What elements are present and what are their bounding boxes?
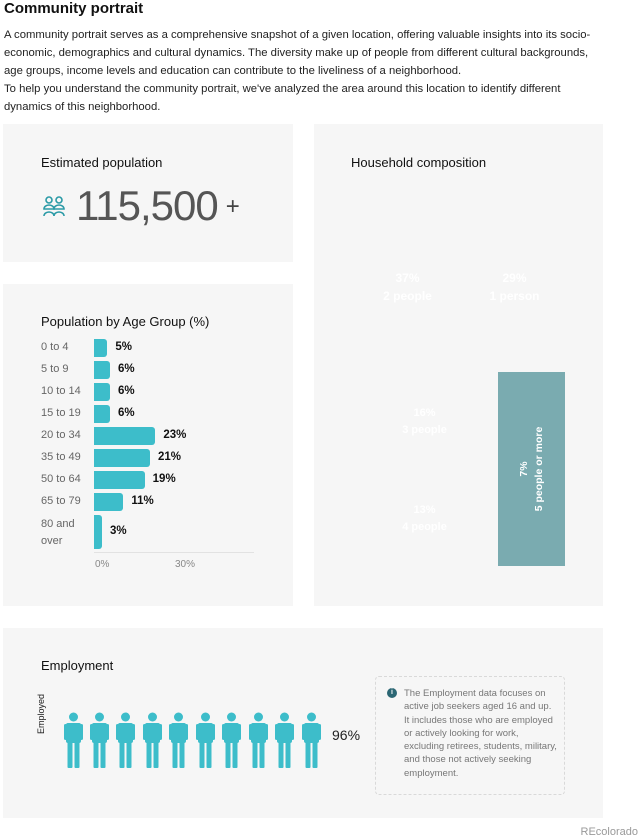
age-group-bar — [94, 427, 156, 445]
age-group-bar — [94, 339, 108, 357]
age-group-label: 80 and over — [41, 518, 75, 547]
intro-text: A community portrait serves as a compreh… — [4, 26, 604, 116]
segment-label: 3 people — [402, 423, 447, 436]
age-tick-30: 30% — [175, 559, 196, 570]
person-icon — [90, 712, 109, 768]
age-tick-0: 0% — [95, 559, 110, 570]
population-row: 115,500 + — [42, 182, 240, 230]
population-suffix: + — [225, 193, 240, 220]
person-icon — [143, 712, 162, 768]
age-group-bar — [94, 493, 124, 511]
segment-text: 7% 5 people or more — [517, 427, 547, 512]
age-group-bar — [94, 449, 150, 467]
employment-title: Employment — [41, 658, 114, 673]
age-group-value: 6% — [118, 385, 135, 397]
segment-label: 4 people — [402, 520, 447, 533]
employment-info-box: i The Employment data focuses on active … — [375, 676, 565, 795]
age-group-value: 3% — [110, 525, 127, 537]
age-group-label: 65 to 79 — [41, 495, 81, 507]
age-group-bar — [94, 361, 110, 379]
household-segment-5-plus: 7% 5 people or more — [498, 372, 565, 566]
age-group-value: 23% — [163, 429, 187, 441]
household-title: Household composition — [351, 155, 487, 170]
age-group-value: 6% — [118, 363, 135, 375]
age-group-value: 19% — [152, 473, 176, 485]
age-group-label: 35 to 49 — [41, 451, 81, 463]
population-card — [3, 124, 293, 262]
household-segment-3-people: 16% 3 people — [351, 372, 498, 471]
age-group-label: 10 to 14 — [41, 385, 81, 397]
age-group-bar — [94, 471, 145, 489]
household-segment-1-person: 29% 1 person — [464, 201, 565, 372]
age-group-bar — [94, 515, 102, 549]
age-group-value: 21% — [158, 451, 182, 463]
age-group-label: 20 to 34 — [41, 429, 81, 441]
population-title: Estimated population — [41, 155, 163, 170]
segment-pct: 13% — [413, 503, 436, 516]
age-chart-axis — [94, 552, 254, 553]
segment-pct: 7% — [517, 461, 530, 477]
age-group-bar — [94, 405, 110, 423]
household-segment-4-people: 13% 4 people — [351, 471, 498, 566]
age-group-value: 6% — [118, 407, 135, 419]
age-group-label: 5 to 9 — [41, 363, 69, 375]
age-group-label: 0 to 4 — [41, 341, 69, 353]
person-icon — [64, 712, 83, 768]
person-icon — [222, 712, 241, 768]
intro-paragraph-1: A community portrait serves as a compreh… — [4, 29, 591, 77]
employed-axis-label: Employed — [36, 693, 46, 734]
page-title: Community portrait — [4, 0, 144, 17]
person-icon — [116, 712, 135, 768]
segment-label: 2 people — [383, 288, 432, 303]
person-icon — [249, 712, 268, 768]
age-chart-card — [3, 284, 293, 606]
person-icon — [169, 712, 188, 768]
segment-label: 1 person — [489, 288, 540, 303]
age-chart-title: Population by Age Group (%) — [41, 314, 210, 329]
age-group-label: 50 to 64 — [41, 473, 81, 485]
employment-value: 96% — [332, 727, 361, 743]
intro-paragraph-2: To help you understand the community por… — [4, 83, 561, 113]
info-icon: i — [387, 688, 397, 698]
watermark: REcolorado — [580, 826, 638, 838]
segment-pct: 37% — [395, 270, 420, 285]
age-group-label: 15 to 19 — [41, 407, 81, 419]
age-group-value: 5% — [115, 341, 132, 353]
segment-pct: 29% — [502, 270, 527, 285]
segment-label: 5 people or more — [532, 426, 545, 512]
person-icon — [196, 712, 215, 768]
population-value: 115,500 — [76, 182, 219, 229]
household-segment-2-people: 37% 2 people — [351, 201, 464, 372]
person-icon — [302, 712, 321, 768]
age-group-value: 11% — [131, 495, 154, 507]
person-icon — [275, 712, 294, 768]
segment-pct: 16% — [413, 406, 436, 419]
age-group-bar — [94, 383, 110, 401]
people-group-icon — [43, 196, 65, 217]
employment-info-text: The Employment data focuses on active jo… — [404, 688, 557, 779]
